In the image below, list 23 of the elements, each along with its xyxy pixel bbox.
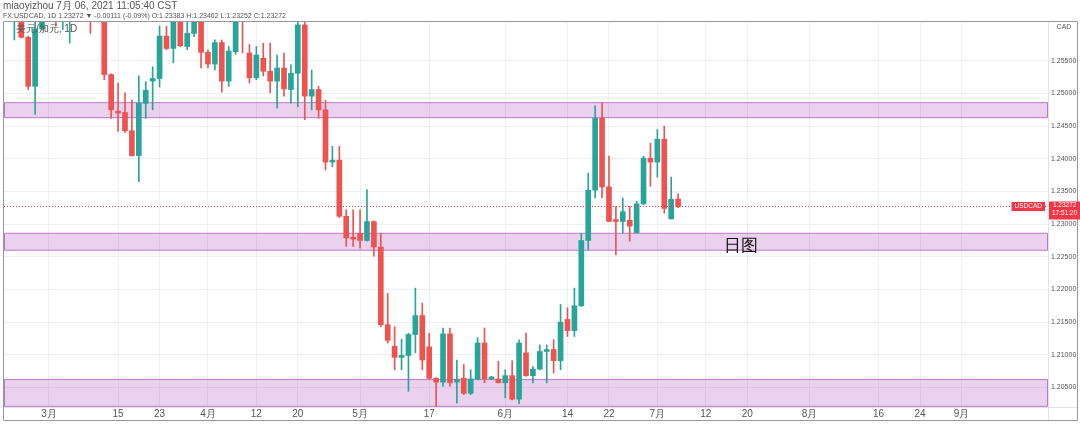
- x-tick-label: 14: [561, 407, 574, 419]
- x-tick-label: 4月: [200, 407, 216, 419]
- x-tick-label: 12: [250, 407, 263, 419]
- x-tick-label: 15: [112, 407, 125, 419]
- x-tick-label: 22: [603, 407, 615, 419]
- x-tick-label: 24: [914, 407, 927, 419]
- chart-title: miaoyizhou 7月 06, 2021 11:05:40 CST: [3, 0, 178, 11]
- x-tick-label: 20: [292, 407, 304, 419]
- x-tick-label: 8月: [801, 407, 818, 419]
- x-tick-label: 17: [423, 407, 436, 419]
- x-tick-label: 12: [700, 407, 712, 419]
- x-tick-label: 20: [741, 407, 754, 419]
- candlestick: [454, 359, 460, 404]
- x-tick-label: 6月: [497, 407, 514, 419]
- x-tick-label: 5月: [352, 407, 368, 419]
- candlestick: [274, 54, 280, 109]
- annotation: 日图: [724, 236, 758, 255]
- x-tick-label: 23: [154, 407, 166, 419]
- x-tick-label: 16: [873, 407, 885, 419]
- x-tick-label: 7月: [649, 407, 666, 419]
- x-tick-label: 3月: [41, 407, 57, 419]
- x-tick-label: 9月: [953, 407, 970, 419]
- candlestick: [626, 206, 633, 242]
